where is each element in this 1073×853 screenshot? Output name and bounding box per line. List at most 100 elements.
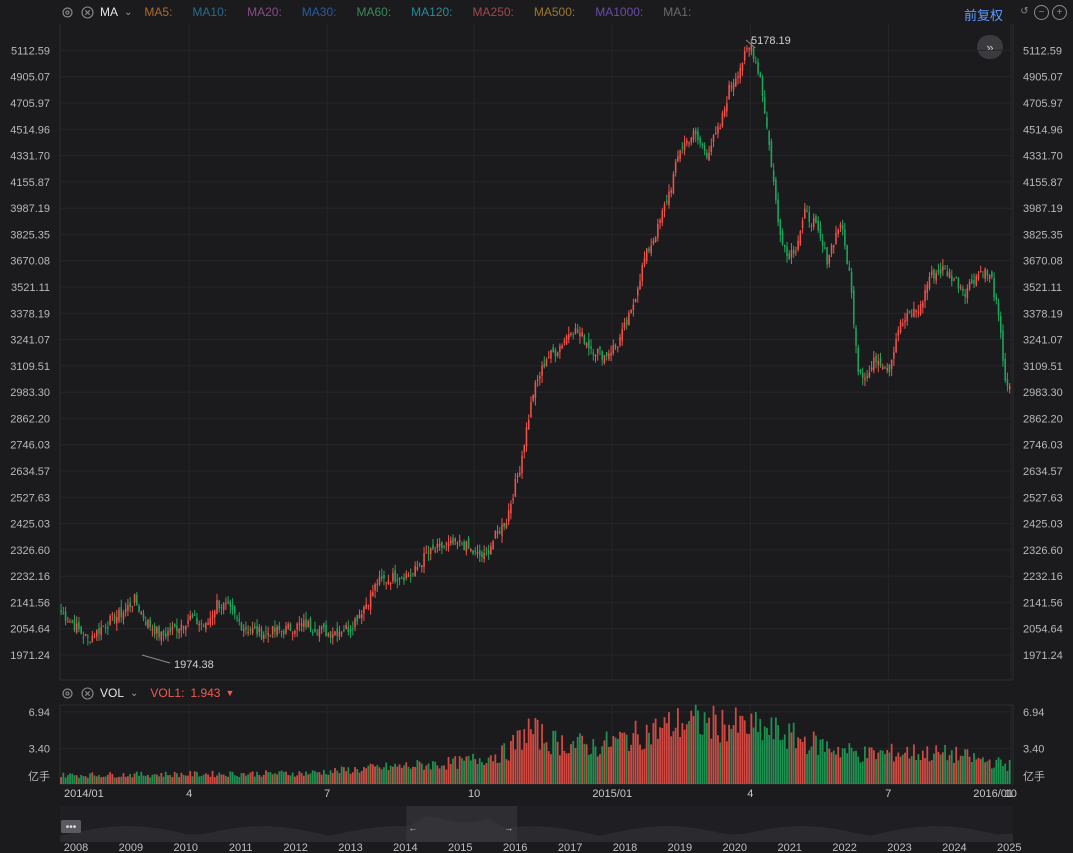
candle bbox=[196, 612, 198, 625]
volume-bar bbox=[505, 759, 508, 784]
candle bbox=[111, 611, 114, 621]
volume-bar bbox=[986, 761, 989, 784]
volume-bar bbox=[730, 728, 733, 784]
volume-bar bbox=[245, 775, 247, 784]
volume-bar bbox=[325, 774, 327, 784]
zoom-out-icon[interactable]: − bbox=[1034, 5, 1049, 20]
candle bbox=[140, 610, 143, 616]
volume-bar bbox=[830, 752, 833, 784]
volume-bar bbox=[503, 743, 506, 784]
candle bbox=[899, 319, 902, 335]
volume-bar bbox=[933, 753, 935, 784]
ma-legend-item[interactable]: MA20: bbox=[247, 5, 282, 19]
volume-bar bbox=[240, 773, 243, 784]
close-icon[interactable] bbox=[80, 5, 94, 19]
candle bbox=[868, 365, 871, 379]
volume-settings-icon[interactable] bbox=[60, 686, 74, 700]
volume-bar bbox=[663, 717, 666, 784]
ma-legend-item[interactable]: MA1: bbox=[663, 5, 692, 19]
volume-bar bbox=[407, 766, 410, 784]
volume-bar bbox=[895, 756, 897, 784]
candle bbox=[732, 78, 735, 97]
ma-legend-item[interactable]: MA1000: bbox=[595, 5, 644, 19]
ma-legend-item[interactable]: MA5: bbox=[144, 5, 173, 19]
volume-bar bbox=[712, 705, 715, 784]
volume-bar bbox=[955, 746, 958, 784]
candle bbox=[995, 293, 998, 305]
chevron-down-icon[interactable]: ⌄ bbox=[124, 6, 133, 18]
candle bbox=[681, 142, 684, 154]
volume-bar bbox=[850, 747, 853, 784]
volume-bar bbox=[363, 766, 365, 784]
volume-bar bbox=[289, 775, 292, 784]
volume-close-icon[interactable] bbox=[80, 686, 94, 700]
candle bbox=[478, 544, 481, 563]
candle bbox=[706, 149, 708, 160]
candle bbox=[156, 625, 158, 641]
candle bbox=[171, 621, 174, 636]
volume-bar bbox=[461, 758, 463, 784]
candle bbox=[953, 277, 955, 282]
candle bbox=[643, 251, 646, 268]
candle bbox=[282, 629, 285, 639]
ma-legend-item[interactable]: MA120: bbox=[411, 5, 453, 19]
volume-bar bbox=[734, 707, 737, 784]
ma-legend-item[interactable]: MA30: bbox=[301, 5, 337, 19]
adjust-price-toggle[interactable]: 前复权 bbox=[963, 8, 1003, 23]
ma-legend-item[interactable]: MA500: bbox=[533, 5, 576, 19]
candle bbox=[405, 570, 408, 581]
volume-bar bbox=[231, 771, 234, 784]
candle bbox=[979, 265, 982, 273]
reset-icon[interactable]: ↺ bbox=[1020, 5, 1029, 17]
volume-bar bbox=[334, 767, 336, 784]
candle bbox=[910, 309, 913, 318]
candle bbox=[303, 613, 305, 632]
volume-bar bbox=[494, 754, 497, 784]
candle bbox=[930, 265, 933, 278]
ma-legend-item[interactable]: MA250: bbox=[472, 5, 514, 19]
volume-tick-label: 3.40 bbox=[1023, 744, 1044, 756]
candle bbox=[363, 605, 365, 621]
volume-bar bbox=[478, 758, 481, 784]
candle bbox=[939, 262, 942, 279]
volume-bar bbox=[483, 764, 486, 784]
volume-bar bbox=[910, 756, 913, 784]
x-tick-label: 4 bbox=[747, 788, 753, 800]
y-tick-label: 2425.03 bbox=[1023, 519, 1063, 531]
ma-legend-item[interactable]: MA60: bbox=[356, 5, 392, 19]
candle bbox=[1008, 383, 1011, 394]
settings-icon[interactable] bbox=[60, 5, 74, 19]
indicator-name[interactable]: MA bbox=[100, 5, 118, 19]
zoom-in-icon[interactable]: + bbox=[1052, 5, 1067, 20]
volume-bar bbox=[645, 724, 648, 784]
volume-bar bbox=[140, 771, 143, 784]
ma-legend-item[interactable]: MA10: bbox=[192, 5, 228, 19]
candle bbox=[650, 238, 652, 257]
candle bbox=[267, 626, 269, 643]
candle bbox=[129, 596, 131, 613]
candle bbox=[407, 572, 410, 578]
volume-bar bbox=[349, 773, 352, 784]
volume-indicator-name[interactable]: VOL bbox=[100, 686, 125, 700]
volume-bar bbox=[694, 704, 697, 784]
expand-icon[interactable]: » bbox=[977, 35, 1003, 59]
candle bbox=[467, 535, 470, 550]
candle bbox=[590, 339, 592, 355]
candle bbox=[779, 218, 782, 243]
volume-bar bbox=[683, 729, 686, 784]
volume-bar bbox=[75, 775, 78, 784]
candle bbox=[806, 205, 808, 213]
volume-bar bbox=[810, 746, 813, 784]
candle bbox=[67, 616, 69, 623]
volume-tick-label: 6.94 bbox=[29, 707, 50, 719]
volume-bar bbox=[563, 750, 566, 784]
candle bbox=[1006, 372, 1009, 392]
volume-bar bbox=[808, 750, 811, 784]
volume-chevron-down-icon[interactable]: ⌄ bbox=[130, 687, 139, 699]
volume-bar bbox=[200, 775, 203, 784]
volume-bar bbox=[596, 756, 599, 784]
candle bbox=[452, 534, 454, 546]
candle bbox=[997, 298, 1000, 322]
volume-bar bbox=[852, 751, 855, 784]
